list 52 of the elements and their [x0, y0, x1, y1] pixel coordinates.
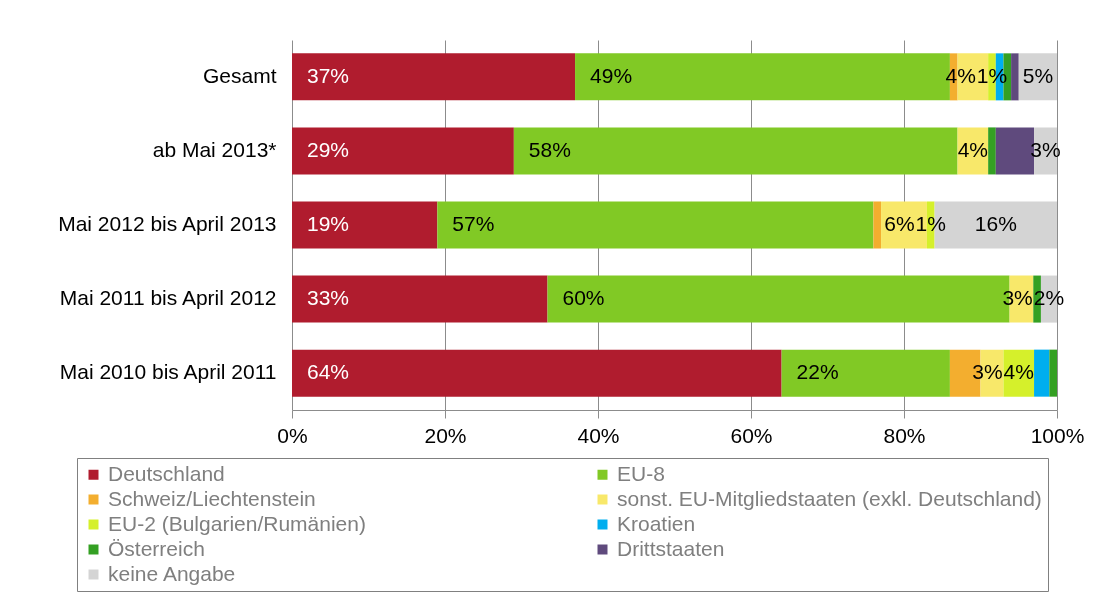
bar: [292, 53, 576, 101]
data-label: 3%: [972, 360, 1003, 384]
data-label: 4%: [1003, 360, 1034, 384]
x-tick-label: 40%: [577, 423, 620, 447]
data-label: 58%: [528, 137, 571, 161]
y-tick-label: Mai 2011 bis April 2012: [59, 286, 277, 310]
bar: [1034, 349, 1050, 397]
bar: [292, 275, 548, 323]
x-tick-label: 60%: [730, 423, 773, 447]
y-tick-label: ab Mai 2013*: [152, 137, 277, 161]
data-label: 29%: [307, 137, 350, 161]
y-tick-label: Mai 2012 bis April 2013: [58, 212, 277, 235]
legend-label: Drittstaaten: [617, 536, 725, 560]
data-label: 37%: [307, 63, 350, 87]
y-tick-label: Mai 2010 bis April 2011: [59, 360, 277, 384]
bar: [988, 127, 996, 175]
x-tick-label: 100%: [1030, 423, 1085, 447]
data-label: 57%: [452, 212, 495, 235]
legend-label: keine Angabe: [108, 561, 236, 585]
bar: [292, 127, 514, 175]
legend-label: Kroatien: [617, 511, 696, 535]
y-tick-label: Gesamt: [202, 63, 277, 87]
data-label: 4%: [945, 63, 976, 87]
bar: [513, 127, 958, 175]
x-tick-label: 20%: [424, 423, 467, 447]
legend-label: EU-8: [617, 461, 665, 485]
legend-label: EU-2 (Bulgarien/Rumänien): [108, 511, 366, 535]
data-label: 16%: [974, 212, 1017, 235]
bar: [1011, 53, 1019, 101]
bar: [292, 349, 782, 397]
data-label: 5%: [1022, 63, 1054, 87]
x-tick-label: 0%: [277, 423, 308, 447]
data-label: 33%: [307, 286, 350, 310]
data-label: 64%: [307, 360, 350, 384]
data-label: 4%: [957, 137, 989, 161]
data-label: 3%: [1002, 286, 1033, 310]
x-tick-label: 80%: [883, 423, 926, 447]
bar: [781, 349, 950, 397]
legend-label: sonst. EU-Mitgliedstaaten (exkl. Deutschland): [617, 486, 1042, 510]
data-label: 6%: [884, 212, 915, 235]
data-label: 19%: [307, 212, 350, 235]
data-label: 60%: [562, 286, 605, 310]
data-label: 22%: [796, 360, 839, 384]
bar: [292, 201, 438, 249]
legend-label: Österreich: [108, 536, 205, 560]
bar: [1049, 349, 1057, 397]
legend-label: Deutschland: [108, 461, 225, 485]
legend-label: Schweiz/Liechtenstein: [108, 486, 316, 510]
bar: [437, 201, 874, 249]
data-label: 1%: [915, 212, 946, 235]
data-label: 49%: [590, 63, 633, 87]
bar: [873, 201, 882, 249]
